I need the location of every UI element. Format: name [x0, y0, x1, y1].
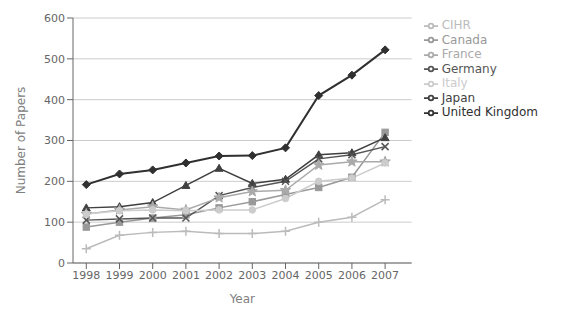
svg-text:2002: 2002 — [205, 269, 233, 282]
html-text:Japan: Japan — [441, 90, 476, 105]
svg-text:2000: 2000 — [139, 269, 167, 282]
svg-text:0: 0 — [58, 257, 65, 270]
html-text:CIHR: CIHR — [441, 18, 471, 32]
svg-text:2006: 2006 — [338, 269, 366, 282]
html-text:Italy: Italy — [441, 76, 468, 90]
svg-text:Year: Year — [229, 292, 255, 306]
svg-text:2004: 2004 — [272, 269, 300, 282]
html-text:Germany: Germany — [441, 61, 497, 76]
svg-text:Number of Papers: Number of Papers — [14, 87, 28, 195]
svg-text:600: 600 — [44, 12, 65, 25]
html-text:Canada: Canada — [441, 32, 488, 47]
svg-text:2007: 2007 — [371, 269, 399, 282]
svg-text:2001: 2001 — [172, 269, 200, 282]
svg-text:400: 400 — [44, 94, 65, 107]
svg-text:1998: 1998 — [72, 269, 100, 282]
svg-text:2005: 2005 — [305, 269, 333, 282]
svg-text:2003: 2003 — [238, 269, 266, 282]
svg-text:1999: 1999 — [105, 269, 133, 282]
svg-text:500: 500 — [44, 53, 65, 66]
svg-text:300: 300 — [44, 134, 65, 147]
svg-text:100: 100 — [44, 216, 65, 229]
html-text:United Kingdom: United Kingdom — [441, 105, 538, 119]
svg-text:200: 200 — [44, 175, 65, 188]
html-text:France: France — [441, 47, 482, 61]
